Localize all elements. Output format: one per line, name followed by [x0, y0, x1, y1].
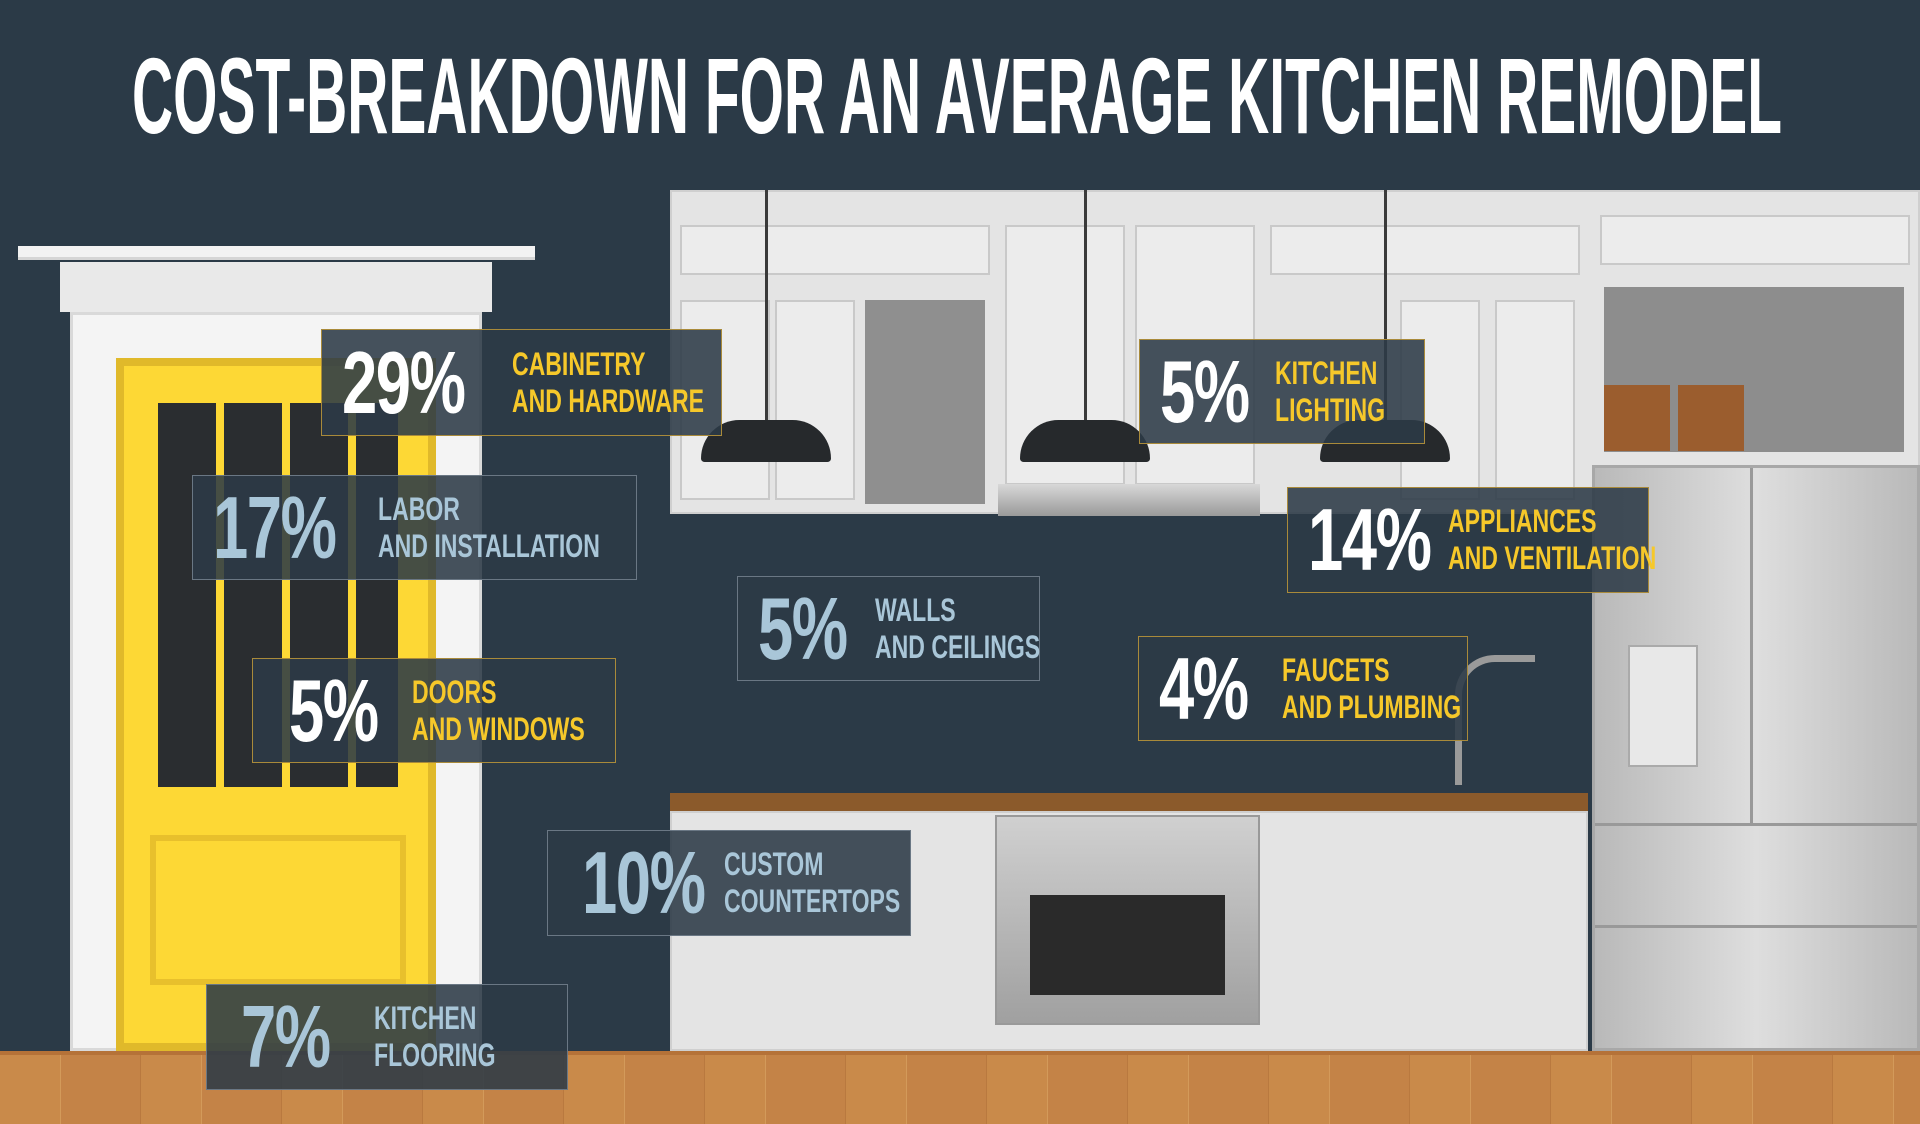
percent-value: 29%: [342, 332, 466, 432]
cost-item-appliances: 14% APPLIANCES AND VENTILATION: [1287, 487, 1656, 593]
percent-value: 17%: [213, 477, 337, 577]
cabinet-panel: [680, 225, 990, 275]
percent-value: 4%: [1159, 638, 1249, 738]
cost-item-cabinetry: 29% CABINETRY AND HARDWARE: [321, 329, 722, 436]
cost-item-countertops: 10% CUSTOM COUNTERTOPS: [547, 830, 911, 936]
ice-dispenser: [1628, 645, 1698, 767]
cost-item-label: APPLIANCES AND VENTILATION: [1448, 503, 1657, 576]
lamp-cord: [1384, 190, 1387, 420]
door-panel: [150, 835, 406, 985]
door-lintel: [60, 262, 492, 312]
cost-item-label: KITCHEN FLOORING: [374, 1000, 496, 1073]
door-frame: [18, 246, 535, 260]
page-title: COST-BREAKDOWN FOR AN AVERAGE KITCHEN RE…: [132, 40, 1782, 150]
lamp-cord: [765, 190, 768, 420]
oven-window: [1030, 895, 1225, 995]
fridge-divider: [1750, 468, 1753, 823]
cost-item-label: KITCHEN LIGHTING: [1275, 354, 1386, 428]
cost-item-label: FAUCETS AND PLUMBING: [1282, 651, 1462, 725]
fridge-drawer: [1595, 925, 1917, 928]
percent-value: 5%: [758, 578, 848, 678]
page-title-container: COST-BREAKDOWN FOR AN AVERAGE KITCHEN RE…: [0, 40, 1920, 150]
page-title-svg: COST-BREAKDOWN FOR AN AVERAGE KITCHEN RE…: [132, 40, 1782, 150]
open-shelves: [865, 300, 985, 504]
cost-item-walls: 5% WALLS AND CEILINGS: [737, 576, 1040, 681]
fridge-drawer: [1595, 823, 1917, 826]
percent-value: 7%: [241, 987, 331, 1086]
cabinet-panel: [1270, 225, 1580, 275]
cost-item-label: WALLS AND CEILINGS: [875, 591, 1041, 665]
cabinet-panel: [775, 300, 855, 500]
cost-item-doors: 5% DOORS AND WINDOWS: [252, 658, 616, 763]
percent-value: 10%: [582, 833, 706, 932]
cost-item-flooring: 7% KITCHEN FLOORING: [206, 984, 568, 1090]
lamp-cord: [1084, 190, 1087, 420]
percent-value: 5%: [289, 660, 379, 760]
pendant-lamp-icon: [1020, 420, 1150, 462]
cabinet-panel: [1495, 300, 1575, 500]
cost-item-label: DOORS AND WINDOWS: [412, 673, 585, 747]
cost-item-label: CABINETRY AND HARDWARE: [512, 345, 704, 419]
cost-item-label: LABOR AND INSTALLATION: [378, 490, 600, 564]
cost-item-faucets: 4% FAUCETS AND PLUMBING: [1138, 636, 1468, 741]
cost-item-labor: 17% LABOR AND INSTALLATION: [192, 475, 637, 580]
cost-item-lighting: 5% KITCHEN LIGHTING: [1139, 339, 1425, 444]
pendant-lamp-icon: [701, 420, 831, 462]
box-icon: [1604, 385, 1670, 451]
box-icon: [1678, 385, 1744, 451]
cabinet-panel: [1600, 215, 1910, 265]
percent-value: 5%: [1160, 341, 1250, 441]
range-hood: [998, 484, 1260, 516]
countertop: [670, 793, 1588, 811]
cost-item-label: CUSTOM COUNTERTOPS: [724, 846, 901, 919]
percent-value: 14%: [1308, 490, 1432, 589]
